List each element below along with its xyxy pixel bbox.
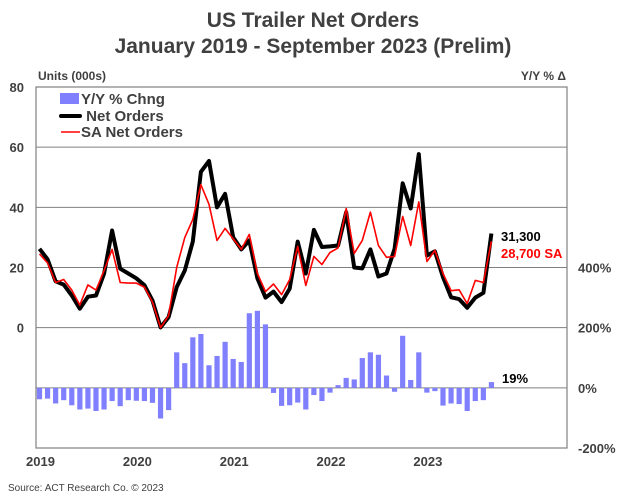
right-tick-label: 400%	[578, 261, 612, 276]
legend: Y/Y % Chng Net Orders SA Net Orders	[59, 91, 183, 141]
yy-bar	[359, 358, 365, 388]
yy-bar	[480, 387, 486, 401]
yy-bar	[383, 375, 390, 388]
yy-bar	[166, 387, 172, 411]
yy-bar	[472, 387, 478, 402]
yy-bar	[109, 387, 115, 402]
legend-label-yy: Y/Y % Chng	[81, 91, 165, 108]
right-axis-label: Y/Y % Δ	[521, 69, 566, 83]
yy-bar	[464, 387, 470, 411]
yy-bar	[190, 337, 196, 388]
annotation-sa: 28,700 SA	[501, 246, 563, 261]
legend-label-sa: SA Net Orders	[81, 124, 183, 141]
yy-bar	[262, 324, 269, 388]
net-orders-line	[37, 152, 494, 330]
x-tick-label: 2021	[220, 454, 249, 469]
yy-bar	[157, 387, 164, 419]
left-tick-label: 0	[17, 321, 24, 336]
yy-bar	[432, 387, 438, 392]
yy-bar	[182, 363, 188, 388]
yy-bar	[327, 387, 333, 393]
yy-bar	[400, 335, 406, 388]
left-tick-label: 20	[10, 261, 24, 276]
yy-bar	[416, 352, 422, 388]
yy-bar	[311, 387, 317, 396]
plot-frame	[35, 86, 568, 449]
yy-bar	[367, 352, 373, 388]
yy-bar	[44, 387, 51, 399]
yy-bar	[254, 310, 260, 388]
yy-bar	[174, 352, 180, 388]
chart-subtitle: January 2019 - September 2023 (Prelim)	[115, 35, 512, 58]
yy-bar	[287, 387, 293, 406]
yy-bar	[69, 387, 75, 406]
yy-bar	[238, 361, 244, 388]
yy-bar	[93, 387, 99, 411]
yy-bar	[77, 387, 83, 410]
annotation-net-orders: 31,300	[501, 229, 541, 244]
yy-bar	[125, 387, 131, 401]
yy-bar	[270, 387, 277, 393]
x-tick-label: 2020	[123, 454, 152, 469]
yy-bar	[448, 387, 454, 404]
sa-net-orders-line	[38, 184, 493, 329]
yy-bar	[133, 387, 139, 401]
legend-swatch-yy	[60, 93, 79, 104]
yy-bar	[61, 387, 67, 401]
yy-bar	[149, 387, 156, 403]
yy-bar	[206, 365, 212, 388]
yy-bar	[456, 387, 462, 405]
left-tick-label: 60	[10, 140, 24, 155]
yy-bar	[375, 354, 382, 388]
legend-label-net: Net Orders	[82, 108, 164, 125]
yy-bar	[222, 341, 228, 388]
right-tick-label: 0%	[578, 381, 597, 396]
yy-bar	[295, 387, 301, 403]
x-tick-label: 2023	[413, 454, 442, 469]
yy-bar	[319, 387, 325, 402]
yy-bar	[85, 387, 91, 409]
yy-bar	[117, 387, 123, 407]
yy-bar	[214, 355, 220, 388]
yy-bar	[36, 387, 43, 400]
right-tick-label: -200%	[578, 441, 616, 456]
yy-bar	[424, 387, 430, 393]
yy-bar	[351, 379, 357, 388]
yy-bar	[488, 382, 495, 388]
yy-bar	[279, 387, 285, 406]
right-tick-label: 200%	[578, 321, 612, 336]
yy-bar	[141, 387, 148, 402]
annotation-yy: 19%	[502, 371, 528, 386]
yy-bar	[246, 313, 252, 388]
x-tick-label: 2019	[26, 454, 55, 469]
yy-bar	[440, 387, 446, 406]
left-tick-label: 40	[10, 200, 24, 215]
yy-bar	[53, 387, 59, 404]
chart-title: US Trailer Net Orders	[207, 9, 419, 32]
yy-bar	[343, 377, 349, 388]
yy-bar	[391, 387, 398, 392]
yy-bar	[101, 387, 107, 410]
source-note: Source: ACT Research Co. © 2023	[8, 483, 164, 494]
left-axis-label: Units (000s)	[38, 69, 106, 83]
yy-bar	[335, 385, 341, 388]
yy-bar	[198, 333, 204, 388]
yy-bar	[408, 380, 414, 388]
left-tick-label: 80	[10, 80, 24, 95]
yy-bar	[303, 387, 309, 410]
yy-bar	[230, 358, 236, 388]
x-tick-label: 2022	[317, 454, 346, 469]
